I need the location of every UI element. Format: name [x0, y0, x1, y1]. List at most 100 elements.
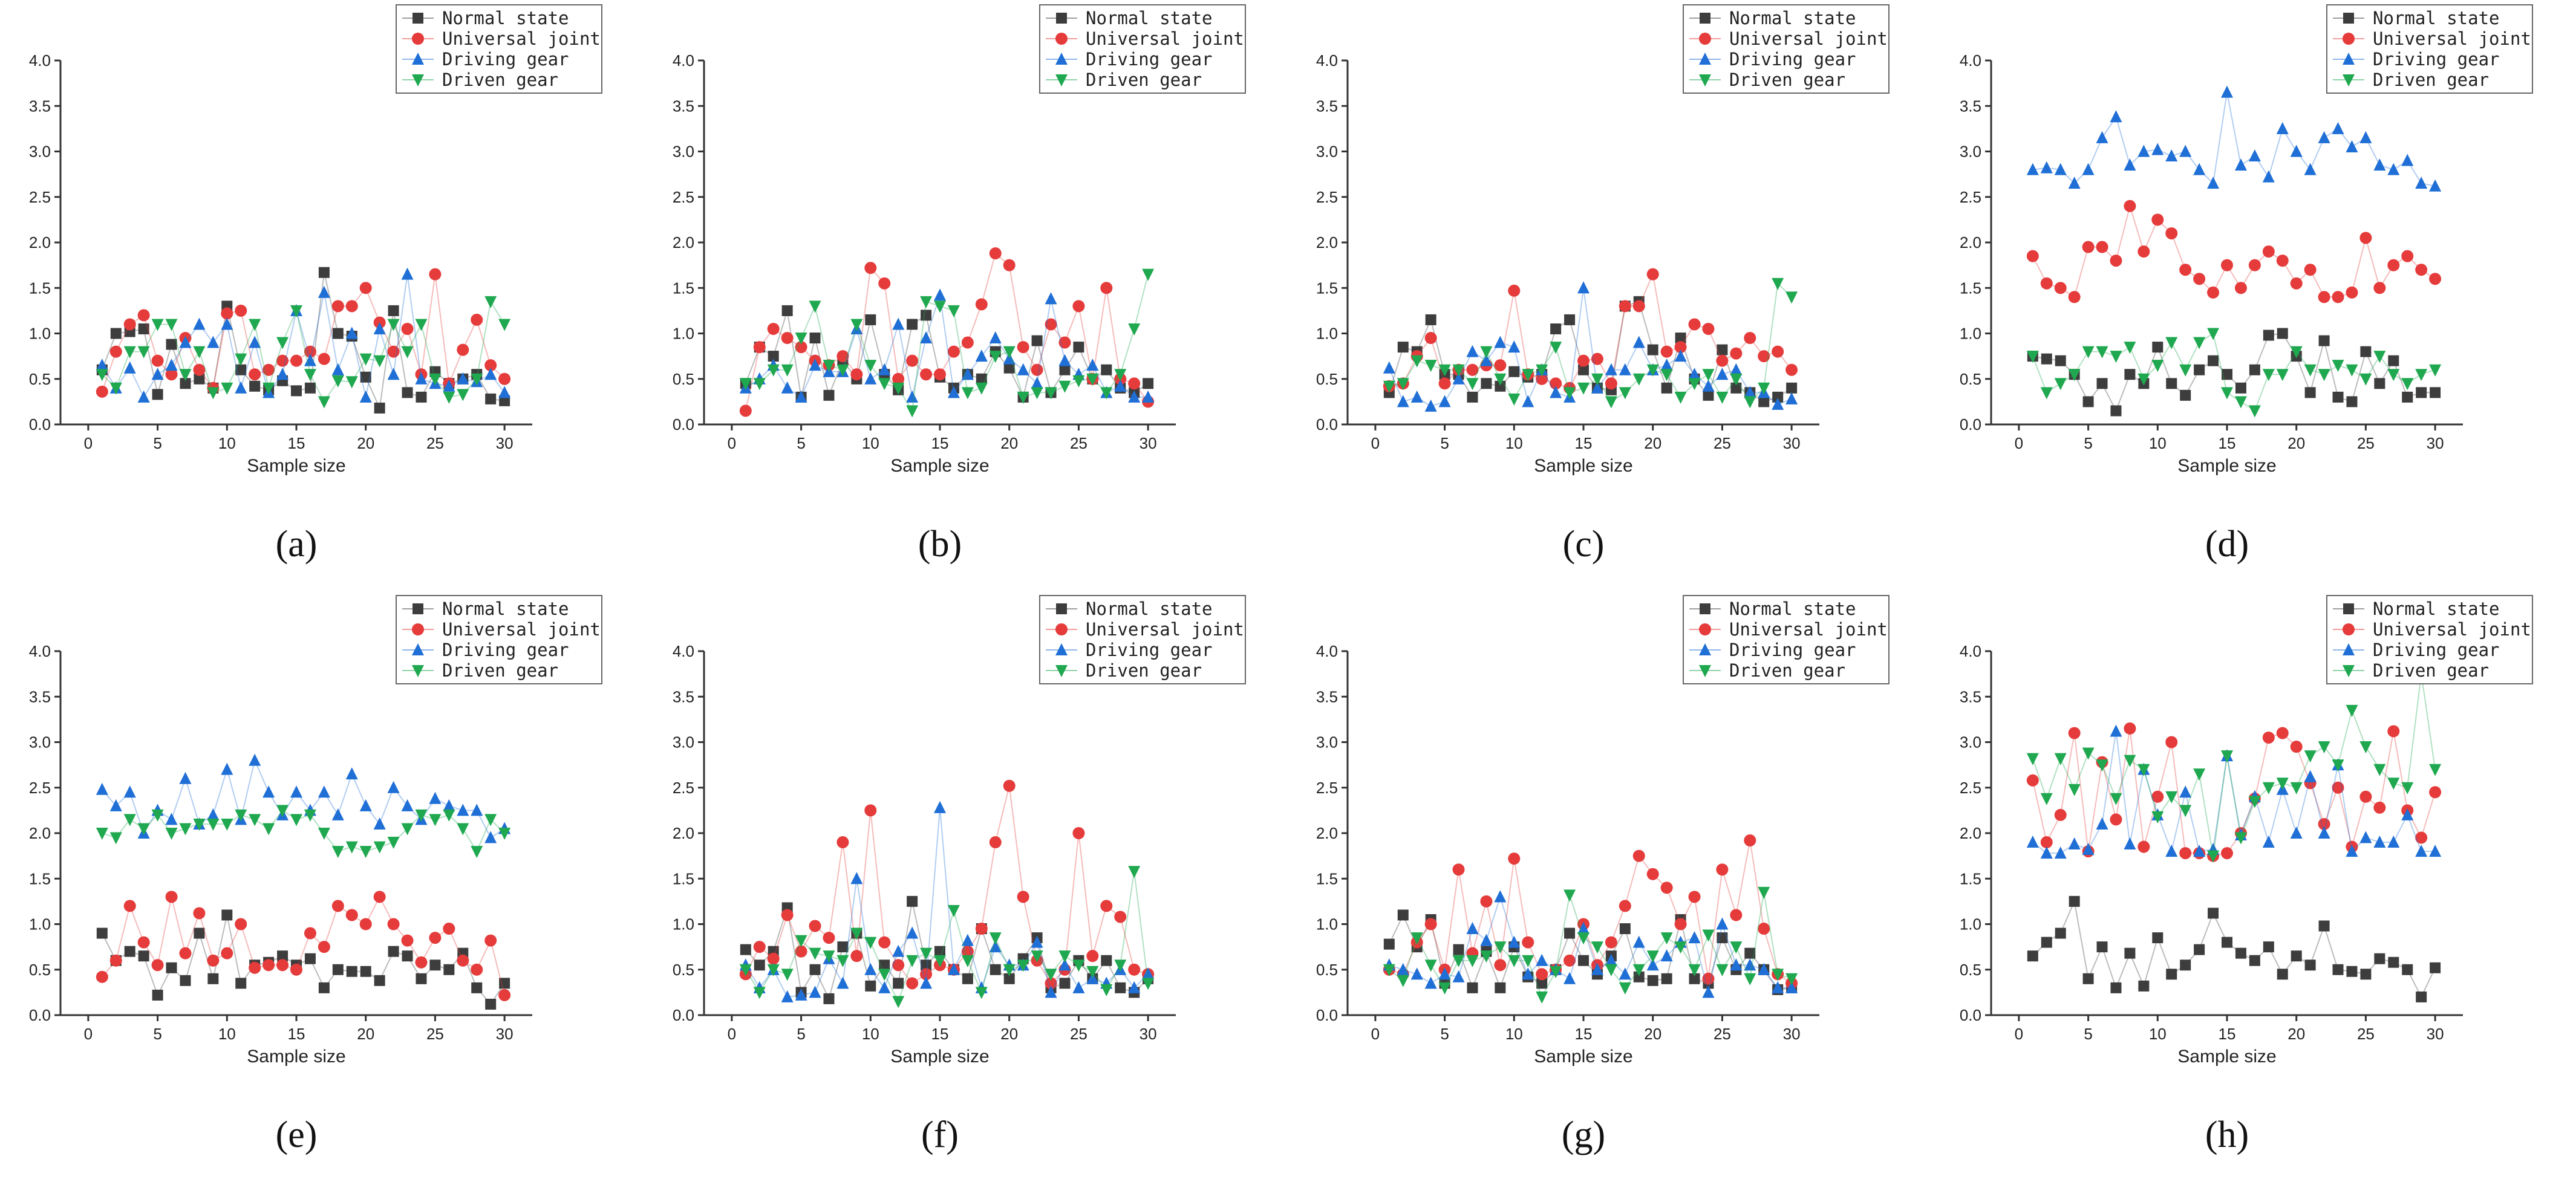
series-normal-state — [1383, 909, 1798, 995]
data-point — [96, 359, 108, 371]
y-tick-label: 3.5 — [673, 97, 694, 115]
data-point — [934, 288, 946, 301]
x-tick-label: 20 — [1644, 1025, 1661, 1043]
data-point — [2290, 826, 2303, 839]
data-point — [1397, 909, 1409, 921]
data-point — [2096, 241, 2108, 253]
data-point — [1632, 964, 1645, 976]
data-point — [2277, 328, 2288, 339]
data-point — [1045, 387, 1057, 400]
data-point — [1632, 935, 1645, 948]
x-tick-label: 15 — [288, 1025, 305, 1043]
data-point — [864, 937, 877, 949]
data-point — [401, 823, 414, 836]
data-point — [416, 391, 427, 403]
data-point — [1128, 981, 1141, 993]
data-point — [892, 372, 905, 385]
data-point — [1758, 382, 1770, 395]
data-point — [262, 363, 275, 376]
data-point — [387, 368, 400, 380]
data-point — [2179, 145, 2192, 157]
data-point — [151, 959, 164, 972]
data-point — [921, 310, 932, 321]
data-point — [1744, 973, 1756, 986]
data-point — [2165, 149, 2178, 162]
legend-marker — [1699, 53, 1711, 65]
x-tick-label: 0 — [1371, 434, 1380, 452]
x-tick-label: 5 — [153, 434, 161, 452]
x-tick-label: 15 — [288, 434, 305, 452]
data-point — [2429, 179, 2442, 192]
data-point — [2415, 831, 2428, 844]
data-point — [138, 950, 149, 962]
legend-marker — [412, 53, 424, 65]
series-universal-joint — [2026, 200, 2442, 304]
data-point — [879, 960, 890, 971]
data-point — [892, 996, 905, 1008]
x-axis-title: Sample size — [890, 1047, 989, 1067]
legend-label: Driving gear — [442, 640, 569, 660]
data-point — [1646, 950, 1659, 963]
data-point — [947, 963, 960, 975]
legend-label: Normal state — [1729, 8, 1856, 28]
data-point — [109, 345, 122, 358]
data-point — [920, 331, 933, 344]
data-point — [2137, 145, 2150, 157]
data-point — [387, 319, 400, 331]
data-point — [151, 368, 164, 380]
data-point — [2221, 259, 2233, 271]
data-point — [2221, 387, 2233, 400]
data-point — [1689, 973, 1700, 984]
y-tick-label: 0.0 — [1960, 1006, 1981, 1024]
data-point — [2082, 163, 2095, 175]
data-point — [1661, 382, 1672, 394]
data-point — [318, 941, 330, 953]
data-point — [290, 814, 302, 826]
data-point — [415, 372, 428, 385]
data-point — [1086, 972, 1099, 984]
data-point — [1480, 934, 1493, 946]
y-tick-label: 0.0 — [673, 415, 694, 434]
data-point — [1660, 949, 1673, 962]
data-point — [1660, 369, 1673, 382]
x-tick-label: 20 — [2287, 434, 2305, 452]
data-point — [1577, 922, 1590, 935]
data-point — [2137, 840, 2150, 853]
data-point — [2262, 369, 2275, 382]
x-tick-label: 5 — [153, 1025, 161, 1043]
legend-label: Driven gear — [442, 660, 558, 681]
data-point — [1702, 986, 1715, 998]
data-point — [1508, 366, 1520, 377]
data-point — [2290, 782, 2303, 794]
x-tick-label: 0 — [2015, 434, 2023, 452]
data-point — [975, 382, 988, 395]
data-point — [2373, 764, 2386, 776]
data-point — [318, 352, 330, 365]
data-point — [2276, 778, 2289, 790]
y-tick-label: 2.0 — [673, 824, 694, 842]
data-point — [1453, 944, 1464, 955]
data-point — [193, 907, 206, 920]
data-point — [865, 980, 876, 992]
data-point — [179, 336, 192, 348]
data-point — [443, 964, 455, 975]
data-point — [165, 813, 178, 825]
series-line — [101, 274, 505, 392]
data-point — [2027, 950, 2038, 962]
data-point — [892, 959, 905, 972]
data-point — [2194, 944, 2205, 955]
data-point — [795, 341, 807, 354]
y-tick-label: 2.0 — [1316, 233, 1338, 252]
data-point — [823, 993, 835, 1004]
data-point — [2068, 369, 2081, 382]
data-point — [1508, 393, 1521, 406]
data-point — [809, 986, 821, 998]
data-point — [276, 337, 289, 349]
data-point — [2041, 937, 2052, 948]
data-point — [137, 346, 150, 359]
data-point — [795, 935, 807, 947]
data-point — [2346, 704, 2358, 717]
data-point — [373, 355, 386, 368]
data-point — [864, 804, 877, 817]
